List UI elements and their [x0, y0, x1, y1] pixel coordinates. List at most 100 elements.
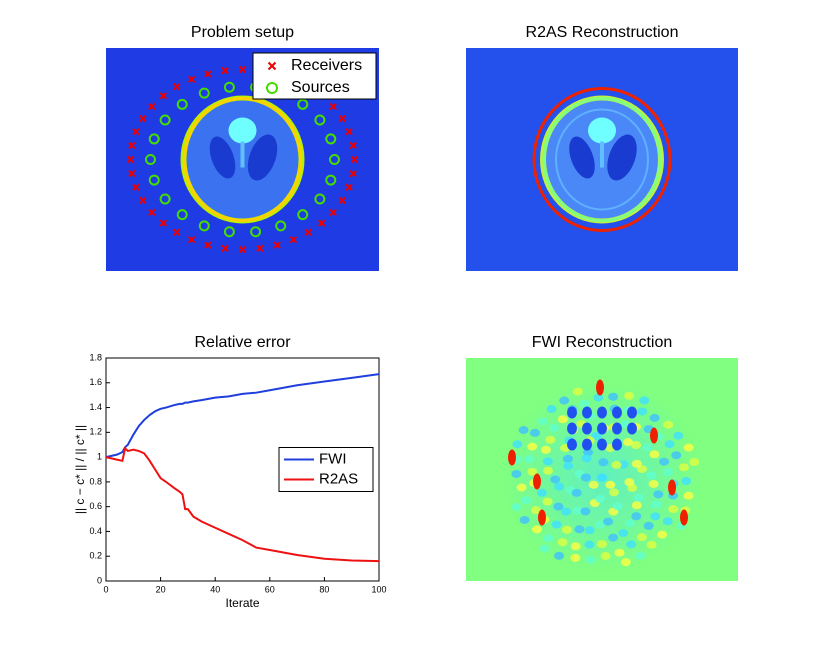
wave-blob — [584, 540, 595, 549]
chart-title: Problem setup — [191, 24, 294, 41]
wave-blob — [659, 457, 670, 466]
wave-blob — [639, 396, 650, 405]
source-marker — [297, 98, 309, 110]
wave-blob — [579, 399, 590, 408]
x-marker — [238, 65, 247, 74]
wave-cell — [567, 438, 577, 451]
wave-blob — [550, 475, 561, 484]
wave-cell — [582, 422, 592, 435]
wave-blob — [612, 502, 623, 511]
x-marker — [172, 82, 181, 91]
chart-title: FWI Reconstruction — [532, 334, 672, 351]
line-series — [105, 446, 380, 563]
legend-box — [278, 447, 374, 492]
wave-peak — [596, 379, 604, 396]
chart-title: Relative error — [194, 334, 291, 351]
x-tick-label: 100 — [371, 584, 386, 594]
x-marker — [350, 155, 359, 164]
source-marker — [223, 81, 235, 93]
wave-blob — [631, 501, 642, 510]
wave-blob — [623, 438, 634, 447]
wave-blob — [559, 396, 570, 405]
wave-cell — [627, 422, 637, 435]
wave-blob — [598, 458, 609, 467]
source-marker — [329, 154, 340, 165]
wave-cell — [612, 438, 622, 451]
phantom-stem — [600, 141, 604, 168]
image-panel — [466, 48, 738, 271]
wave-blob — [516, 483, 527, 492]
wave-blob — [519, 515, 530, 524]
wave-blob — [570, 542, 581, 551]
x-marker — [238, 245, 247, 254]
wave-blob — [542, 457, 553, 466]
wave-blob — [546, 405, 557, 414]
wave-blob — [591, 432, 602, 441]
phantom-stem — [240, 141, 245, 168]
wave-blob — [648, 479, 659, 488]
wave-blob — [649, 413, 660, 422]
wave-blob — [649, 450, 660, 459]
legend-label: R2AS — [319, 470, 358, 487]
wave-cell — [567, 406, 577, 419]
wave-blob — [608, 392, 619, 401]
x-marker — [345, 127, 353, 136]
x-marker — [338, 196, 346, 205]
x-marker — [349, 169, 357, 178]
wave-blob — [608, 488, 619, 497]
wave-blob — [603, 517, 614, 526]
phantom-right — [607, 134, 637, 181]
wave-blob — [530, 506, 541, 515]
wave-blob — [588, 480, 599, 489]
source-marker — [145, 154, 156, 165]
source-marker — [159, 193, 171, 205]
wave-peak — [668, 479, 676, 496]
x-marker — [172, 228, 181, 237]
wave-blob — [561, 507, 572, 516]
wave-blob — [614, 548, 625, 557]
wave-blob — [671, 451, 682, 460]
wave-blob — [653, 490, 664, 499]
y-tick-label: 0.4 — [89, 526, 102, 536]
wave-blob — [651, 500, 662, 509]
y-tick-label: 1.6 — [89, 377, 102, 387]
x-marker — [349, 141, 357, 150]
source-marker — [148, 133, 160, 145]
wave-blob — [554, 551, 565, 560]
y-axis-label: || c − c* || / || c* || — [73, 425, 87, 514]
wave-blob — [543, 534, 554, 543]
wave-blob — [618, 529, 629, 538]
phantom-top — [228, 117, 257, 144]
wave-blob — [563, 461, 574, 470]
wave-blob — [631, 441, 642, 450]
wave-blob — [611, 460, 622, 469]
x-marker — [204, 70, 212, 78]
wave-blob — [518, 426, 529, 435]
wave-cell — [597, 422, 607, 435]
x-tick-label: 40 — [210, 584, 220, 594]
wave-peak — [533, 473, 541, 490]
wave-blob — [570, 553, 581, 562]
y-tick-label: 0 — [97, 575, 102, 585]
legend-label: Sources — [291, 79, 350, 96]
wave-blob — [521, 496, 532, 505]
x-marker — [159, 219, 168, 227]
wave-blob — [527, 442, 538, 451]
legend-label: Receivers — [291, 57, 362, 74]
x-marker — [338, 114, 346, 123]
wave-blob — [683, 443, 694, 452]
wave-blob — [543, 466, 554, 475]
wave-cell — [582, 438, 592, 451]
wave-cell — [567, 422, 577, 435]
wave-blob — [581, 454, 592, 463]
wave-blob — [663, 420, 674, 429]
y-tick-label: 1.2 — [89, 427, 102, 437]
wave-blob — [580, 473, 591, 482]
x-marker — [187, 235, 196, 244]
source-marker — [198, 87, 210, 99]
wave-blob — [631, 459, 642, 468]
x-marker — [159, 92, 168, 100]
wave-peak — [508, 449, 516, 466]
source-marker — [297, 209, 309, 221]
